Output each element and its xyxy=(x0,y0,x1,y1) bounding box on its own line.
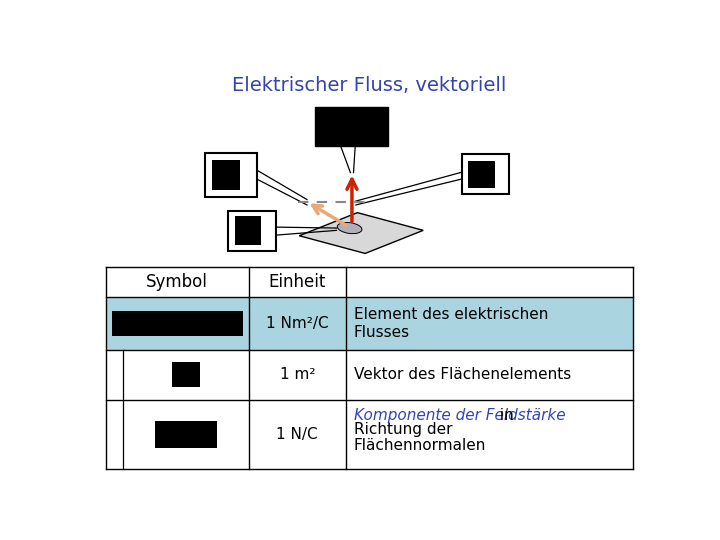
Bar xyxy=(204,153,258,197)
Text: Symbol: Symbol xyxy=(146,273,208,291)
Text: 1 m²: 1 m² xyxy=(279,367,315,382)
Bar xyxy=(315,107,388,146)
Polygon shape xyxy=(300,213,423,253)
Bar xyxy=(228,211,276,251)
Text: Vektor des Flächenelements: Vektor des Flächenelements xyxy=(354,367,571,382)
Text: Elektrischer Fluss, vektoriell: Elektrischer Fluss, vektoriell xyxy=(232,76,506,96)
Bar xyxy=(155,421,217,448)
Bar xyxy=(112,311,243,336)
Text: Richtung der: Richtung der xyxy=(354,422,452,437)
Text: Flächennormalen: Flächennormalen xyxy=(354,438,486,453)
Text: in: in xyxy=(495,408,514,423)
Bar xyxy=(172,362,199,387)
Bar xyxy=(212,159,240,190)
Ellipse shape xyxy=(338,222,362,234)
Bar xyxy=(235,217,261,245)
Text: Einheit: Einheit xyxy=(269,273,326,291)
Bar xyxy=(106,298,632,350)
Bar xyxy=(462,154,508,194)
Bar xyxy=(468,161,495,188)
Text: 1 Nm²/C: 1 Nm²/C xyxy=(266,316,328,331)
Text: Komponente der Feldstärke: Komponente der Feldstärke xyxy=(354,408,565,423)
Text: Element des elektrischen
Flusses: Element des elektrischen Flusses xyxy=(354,307,548,340)
Text: 1 N/C: 1 N/C xyxy=(276,427,318,442)
